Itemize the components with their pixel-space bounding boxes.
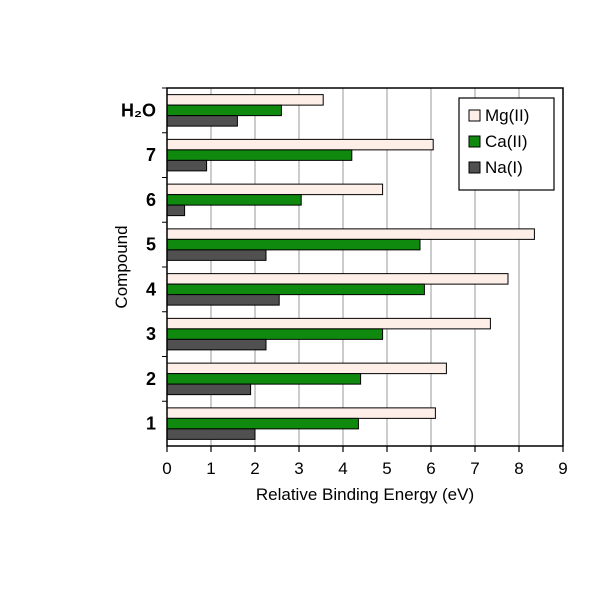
y-category-label: 2: [146, 369, 156, 389]
x-axis-ticks: 0 1 2 3 4 5 6 7 8 9: [162, 446, 568, 478]
bar-nai: [166, 383, 252, 396]
x-tick-label: 2: [250, 459, 259, 478]
bar-caii: [166, 238, 421, 251]
y-category-label: 4: [146, 279, 156, 299]
y-axis-categories: 1 2 3 4 5 6 7 H₂O: [121, 87, 167, 434]
legend: Mg(II) Ca(II) Na(I): [458, 97, 555, 191]
x-tick-label: 5: [382, 459, 391, 478]
y-category-label: 6: [146, 190, 156, 210]
x-tick-label: 4: [338, 459, 347, 478]
bars: [166, 94, 535, 440]
x-tick-label: 8: [514, 459, 523, 478]
bar-nai: [166, 204, 186, 217]
bar-caii: [166, 373, 362, 385]
bar-caii: [166, 149, 353, 161]
bar-mgii: [166, 273, 509, 285]
bar-mgii: [166, 94, 324, 106]
x-tick-label: 9: [558, 459, 567, 478]
y-category-label: 7: [146, 145, 156, 165]
legend-swatch: [468, 161, 481, 174]
y-category-label: 1: [146, 414, 156, 434]
legend-swatch: [468, 109, 481, 122]
x-axis-title: Relative Binding Energy (eV): [256, 485, 474, 504]
x-tick-label: 3: [294, 459, 303, 478]
bar-mgii: [166, 317, 491, 330]
bar-mgii: [166, 228, 535, 240]
legend-swatch: [468, 135, 481, 148]
legend-label: Ca(II): [485, 132, 528, 151]
bar-nai: [166, 428, 256, 440]
x-tick-label: 0: [162, 459, 171, 478]
x-tick-label: 7: [470, 459, 479, 478]
bar-caii: [166, 328, 384, 340]
bar-mgii: [166, 362, 447, 375]
bar-caii: [166, 104, 282, 117]
bar-mgii: [166, 407, 436, 419]
x-tick-label: 1: [206, 459, 215, 478]
bar-nai: [166, 338, 267, 351]
legend-label: Mg(II): [485, 106, 529, 125]
bar-mgii: [166, 183, 384, 196]
y-category-label: H₂O: [121, 100, 156, 120]
bar-nai: [166, 294, 280, 306]
legend-label: Na(I): [485, 158, 523, 177]
bar-caii: [166, 283, 425, 296]
bar-caii: [166, 194, 302, 206]
bar-nai: [166, 115, 238, 127]
bar-caii: [166, 417, 359, 430]
bar-nai: [166, 159, 208, 172]
bar-mgii: [166, 138, 434, 151]
y-axis-title: Compound: [112, 225, 131, 308]
x-tick-label: 6: [426, 459, 435, 478]
bar-nai: [166, 249, 267, 261]
y-category-label: 3: [146, 324, 156, 344]
y-category-label: 5: [146, 235, 156, 255]
